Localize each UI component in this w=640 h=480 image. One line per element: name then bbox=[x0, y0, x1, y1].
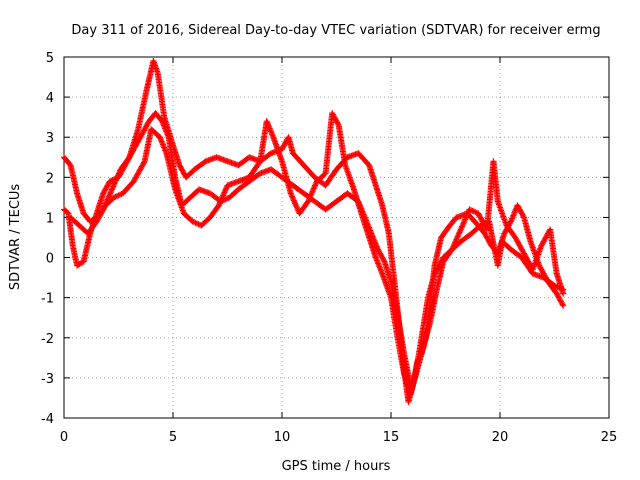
grid bbox=[64, 57, 609, 418]
x-tick-label: 5 bbox=[169, 430, 177, 445]
y-tick-label: 0 bbox=[46, 252, 54, 267]
y-tick-label: -2 bbox=[41, 332, 54, 347]
series-track-c bbox=[67, 110, 567, 397]
y-tick-label: 3 bbox=[46, 131, 54, 146]
chart-title: Day 311 of 2016, Sidereal Day-to-day VTE… bbox=[71, 23, 600, 38]
y-axis-label: SDTVAR / TECUs bbox=[8, 184, 23, 291]
x-tick-label: 10 bbox=[274, 430, 291, 445]
x-tick-label: 25 bbox=[601, 430, 618, 445]
y-tick-label: 5 bbox=[46, 51, 54, 66]
y-tick-label: -4 bbox=[41, 412, 54, 427]
x-axis-label: GPS time / hours bbox=[282, 459, 391, 474]
x-tick-label: 0 bbox=[60, 430, 68, 445]
data-points bbox=[61, 58, 567, 405]
data-point bbox=[559, 301, 566, 308]
y-tick-label: 4 bbox=[46, 91, 54, 106]
data-point bbox=[560, 302, 567, 309]
y-tick-label: 1 bbox=[46, 211, 54, 226]
data-point bbox=[560, 290, 567, 297]
data-point bbox=[380, 257, 387, 264]
x-tick-label: 15 bbox=[383, 430, 400, 445]
data-point bbox=[256, 159, 263, 166]
y-tick-label: -3 bbox=[41, 372, 54, 387]
x-tick-label: 20 bbox=[492, 430, 509, 445]
plot-frame bbox=[63, 56, 610, 419]
y-tick-label: -1 bbox=[41, 292, 54, 307]
ticks: 0 5 10 15 20 25 -4 -3 -2 -1 0 1 2 3 4 5 bbox=[41, 51, 617, 445]
data-point bbox=[334, 120, 341, 127]
y-tick-label: 2 bbox=[46, 171, 54, 186]
data-point bbox=[66, 161, 73, 168]
data-point bbox=[520, 213, 527, 220]
series-track-b bbox=[61, 110, 567, 389]
data-point bbox=[140, 159, 147, 166]
